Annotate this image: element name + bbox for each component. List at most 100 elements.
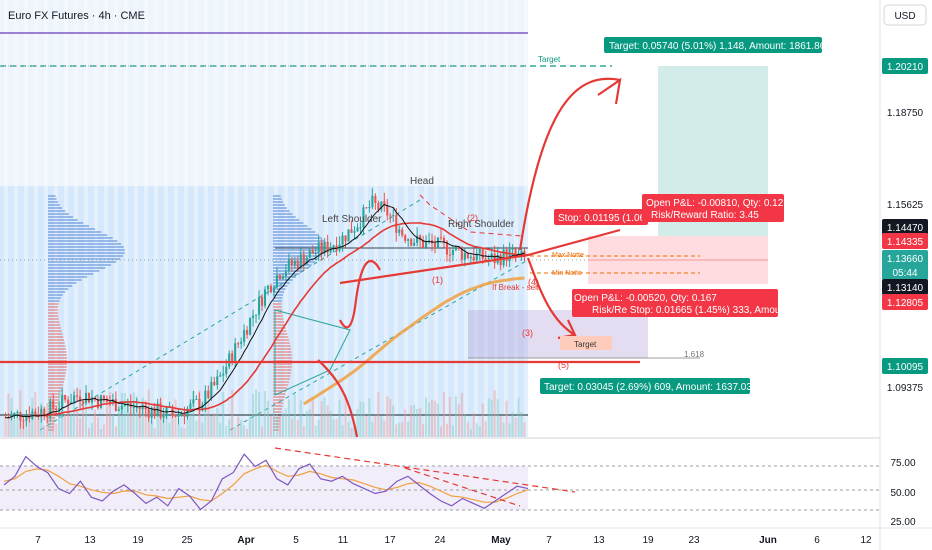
chart-title: Euro FX Futures · 4h · CME <box>8 10 145 22</box>
candle-body <box>356 227 359 232</box>
volume-bar <box>416 408 419 437</box>
long-target-box[interactable] <box>604 37 822 53</box>
profile-bar-1 <box>273 408 282 410</box>
profile-bar-0 <box>48 426 55 428</box>
volume-bar <box>350 428 353 437</box>
price-tick: 1.15625 <box>887 200 924 211</box>
profile-bar-0 <box>48 195 56 197</box>
currency-button[interactable] <box>883 4 927 26</box>
candle-body <box>13 412 16 415</box>
price-label-box <box>882 58 928 74</box>
profile-bar-1 <box>273 228 312 230</box>
ma-20-line <box>5 204 525 419</box>
profile-bar-1 <box>273 279 293 281</box>
candle-body <box>410 239 413 246</box>
price-label: 1.12805 <box>887 298 924 309</box>
profile-bar-0 <box>48 213 69 215</box>
volume-bar <box>67 399 70 437</box>
rsi-tick: 50.00 <box>890 488 915 499</box>
long-pnl-box[interactable] <box>642 194 784 222</box>
volume-bar <box>442 392 446 437</box>
stop-box[interactable] <box>554 209 648 225</box>
volume-bar <box>126 401 129 437</box>
time-tick: 7 <box>546 535 552 546</box>
candle-body <box>126 402 129 405</box>
volume-bar <box>323 397 326 437</box>
volume-bar <box>73 389 76 437</box>
profile-bar-0 <box>48 348 66 350</box>
volume-bar <box>132 392 135 437</box>
profile-bar-0 <box>48 363 67 365</box>
volume-bar <box>517 397 520 437</box>
profile-bar-0 <box>48 273 94 275</box>
candle-body <box>231 353 234 363</box>
profile-bar-1 <box>273 309 282 311</box>
candle-body <box>222 373 225 376</box>
volume-bar <box>90 423 94 437</box>
profile-bar-0 <box>48 258 121 260</box>
profile-bar-0 <box>48 417 56 419</box>
volume-bar <box>472 412 475 437</box>
profile-bar-0 <box>48 225 89 227</box>
volume-bar <box>493 390 496 437</box>
time-axis[interactable]: 7 13 19 25 Apr 5 11 17 24 May 7 13 19 23 Jun 6 12 <box>35 535 872 546</box>
profile-bar-0 <box>48 252 125 254</box>
profile-bar-0 <box>48 306 58 308</box>
profile-bar-1 <box>273 321 285 323</box>
profile-bar-1 <box>273 255 322 257</box>
profile-bar-1 <box>273 204 285 206</box>
candle-body <box>234 343 237 363</box>
volume-bar <box>398 423 401 437</box>
price-tick: 1.18750 <box>887 108 924 119</box>
volume-bar <box>138 406 141 437</box>
candle-body <box>150 407 153 418</box>
volume-bar <box>460 392 463 437</box>
candle-body <box>484 258 487 260</box>
volume-bar <box>278 415 281 437</box>
volume-bar <box>213 413 216 437</box>
candle-body <box>347 229 350 242</box>
volume-bar <box>383 420 386 437</box>
volume-bar <box>365 415 368 437</box>
profile-bar-0 <box>48 357 67 359</box>
profile-bar-1 <box>273 339 289 341</box>
rsi-band <box>0 466 528 510</box>
rsi-trendline-top <box>274 447 576 493</box>
volume-bar <box>201 422 204 437</box>
candle-body <box>219 375 222 377</box>
volume-bar <box>284 408 287 437</box>
volume-bar <box>368 398 371 437</box>
head-label: Head <box>410 176 434 187</box>
candle-body <box>311 250 314 254</box>
profile-bar-1 <box>273 342 290 344</box>
volume-bar <box>25 417 28 437</box>
profile-bar-0 <box>48 228 96 230</box>
short-target-box[interactable] <box>540 378 750 394</box>
profile-bar-1 <box>273 399 285 401</box>
candle-body <box>263 289 267 306</box>
candle-body <box>210 381 213 398</box>
price-axis[interactable]: 1.20210 1.14470 1.14335 1.13660 05:44 1.13140… <box>882 58 928 394</box>
candle-body <box>365 207 368 209</box>
volume-bar <box>37 419 40 437</box>
profile-bar-0 <box>48 207 63 209</box>
profile-bar-1 <box>273 231 316 233</box>
profile-bar-1 <box>273 258 319 260</box>
volume-bar <box>454 396 457 437</box>
candle-body <box>22 420 25 422</box>
candle-body <box>82 401 85 403</box>
rsi-axis[interactable]: 75.00 50.00 25.00 <box>890 458 915 528</box>
short-pnl-box[interactable] <box>572 289 778 317</box>
volume-bar <box>123 393 126 437</box>
rsi-tick: 25.00 <box>890 517 915 528</box>
volume-bar <box>87 428 91 437</box>
profile-bar-1 <box>273 315 283 317</box>
long-rr-text: Risk/Reward Ratio: 3.45 <box>651 210 759 221</box>
candle-body <box>448 254 451 256</box>
profile-bar-1 <box>273 219 300 221</box>
candle-body <box>114 399 117 411</box>
candle-body <box>478 248 481 254</box>
candle-body <box>67 399 70 405</box>
profile-bar-1 <box>273 252 325 254</box>
